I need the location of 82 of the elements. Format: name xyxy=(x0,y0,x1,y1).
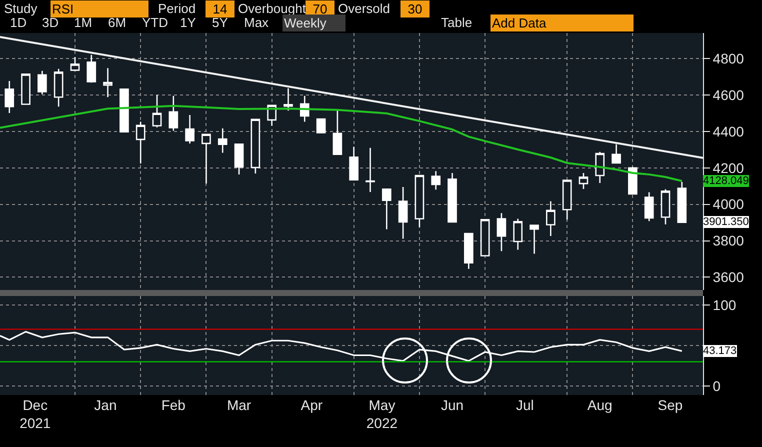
text: 1D xyxy=(10,15,27,30)
candlestick xyxy=(86,54,96,84)
candlestick xyxy=(103,68,112,98)
text: 6M xyxy=(108,15,126,30)
candlestick xyxy=(448,172,457,223)
candlestick xyxy=(530,224,539,254)
candlestick xyxy=(234,144,244,176)
x-tick-label: Jan xyxy=(94,397,117,413)
annotation: 43.173 xyxy=(703,345,737,357)
y-tick-label: 3600 xyxy=(712,269,744,286)
y-tick-label: 4800 xyxy=(712,50,744,66)
candlestick xyxy=(168,95,178,132)
text: 1M xyxy=(74,15,92,30)
candlestick xyxy=(38,70,47,95)
x-tick-label: May 2022 xyxy=(366,397,398,432)
text: Overbought xyxy=(238,1,306,16)
candlestick xyxy=(218,128,228,154)
candlestick xyxy=(202,134,211,184)
text: Weekly xyxy=(284,16,327,30)
text: Study xyxy=(4,1,38,16)
x-tick-label: Feb xyxy=(161,397,186,413)
line-series xyxy=(0,104,683,182)
text: RSI xyxy=(52,2,74,16)
candlestick xyxy=(660,188,670,226)
text: Period xyxy=(158,1,196,16)
x-tick-label: Sep xyxy=(658,397,683,413)
candlestick xyxy=(480,218,490,256)
y-tick-label: 4000 xyxy=(712,196,744,212)
candlestick xyxy=(120,88,129,132)
y-tick-label: 3800 xyxy=(712,232,744,249)
candlestick xyxy=(366,147,375,193)
candlestick xyxy=(54,68,64,108)
x-tick-label: Jul xyxy=(516,397,534,413)
text: 30 xyxy=(408,2,422,16)
candlestick xyxy=(612,144,621,164)
text: Oversold xyxy=(338,1,390,16)
candlestick xyxy=(562,180,572,220)
y-tick-label: 4600 xyxy=(712,86,744,103)
candlestick xyxy=(644,192,654,222)
candlestick xyxy=(4,80,14,114)
candlestick xyxy=(284,88,293,112)
candlestick xyxy=(496,212,506,252)
text: 1Y xyxy=(180,15,196,30)
candlestick xyxy=(382,188,392,230)
annotation: 3901.350 xyxy=(703,216,749,228)
candlestick xyxy=(152,94,162,128)
candlestick xyxy=(513,218,523,250)
candlestick xyxy=(546,200,556,237)
candlestick xyxy=(398,186,408,240)
x-tick-label: Mar xyxy=(226,397,252,413)
text: Table xyxy=(441,15,472,30)
candlestick xyxy=(431,170,441,190)
y-tick-label: 4400 xyxy=(712,123,744,140)
candlestick xyxy=(677,181,687,223)
candlestick xyxy=(21,74,30,105)
text: 3D xyxy=(42,15,59,30)
candlestick xyxy=(185,114,194,144)
x-tick-label: Aug xyxy=(587,397,612,413)
candlestick xyxy=(316,118,326,134)
candlestick xyxy=(628,166,638,195)
candlestick xyxy=(70,56,80,71)
candlestick xyxy=(595,151,605,184)
candlestick xyxy=(464,232,474,270)
x-tick-label: Apr xyxy=(300,397,323,413)
text: Add Data xyxy=(492,16,547,30)
annotation: 4128.049 xyxy=(703,175,749,187)
text: YTD xyxy=(142,15,168,30)
x-tick-label: Dec 2021 xyxy=(20,397,51,432)
text: 5Y xyxy=(212,15,228,30)
candlestick xyxy=(414,174,424,228)
candlestick xyxy=(136,121,146,164)
candlestick xyxy=(332,108,342,156)
candlestick xyxy=(349,146,359,181)
y-tick-label: 100 xyxy=(712,296,736,313)
y-tick-label: 4200 xyxy=(712,160,744,176)
text: 70 xyxy=(312,2,328,16)
text: 14 xyxy=(212,2,228,16)
x-tick-label: Jun xyxy=(440,397,464,413)
candlestick xyxy=(250,118,260,174)
text: Max xyxy=(244,15,270,30)
candlestick xyxy=(578,172,588,190)
y-tick-label: 0 xyxy=(712,378,721,394)
